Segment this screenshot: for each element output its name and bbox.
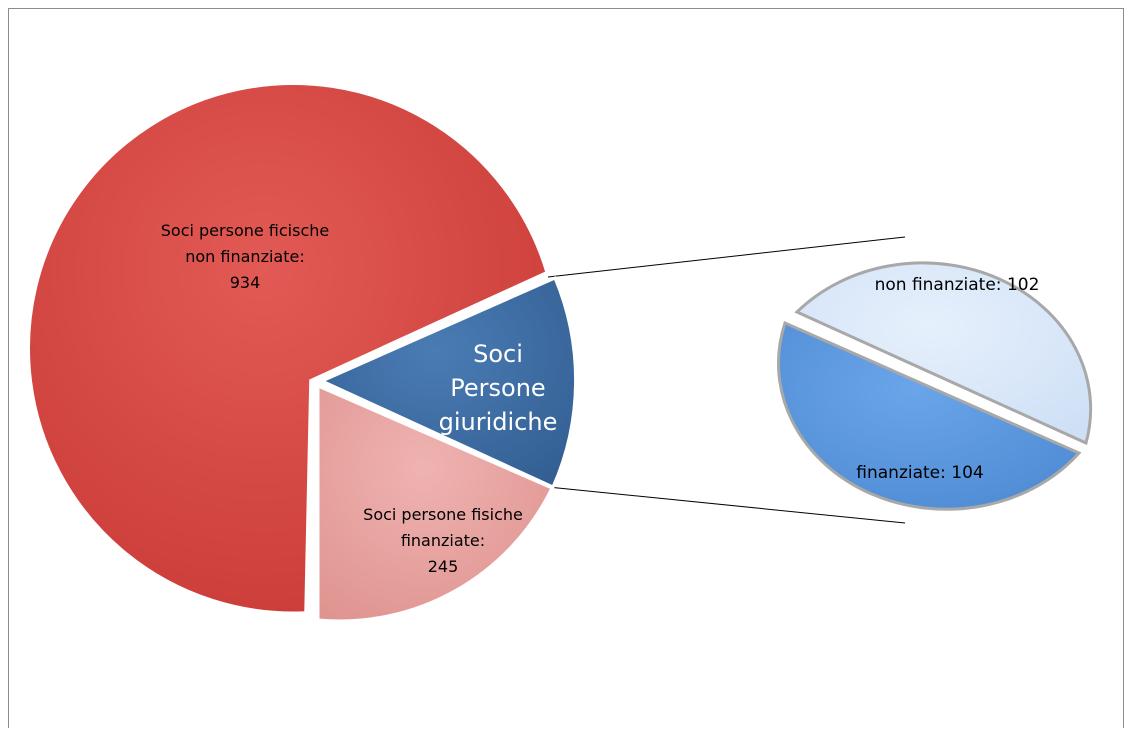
label-line: non finanziate: [185, 247, 304, 266]
label-line: 934 [230, 273, 261, 292]
pie-slice-non-finanziate-fisiche [28, 83, 547, 614]
pie-slice-persone-giuridiche [318, 276, 578, 489]
slice-label-non-finanziate-fisiche: Soci persone ficische non finanziate: 93… [161, 221, 329, 292]
pie-slice-finanziate-giuridiche [777, 320, 1082, 511]
slice-label-persone-giuridiche: Soci Persone giuridiche [439, 340, 558, 436]
slice-label-non-finanziate-giuridiche: non finanziate: 102 [875, 275, 1040, 295]
label-line: Soci persone ficische [161, 221, 329, 240]
slice-label-finanziate-giuridiche: finanziate: 104 [856, 463, 983, 483]
main-pie [28, 83, 578, 623]
connector-line-top [547, 236, 906, 278]
secondary-pie [777, 261, 1093, 511]
connector-line-bottom [547, 486, 906, 524]
pie-slice-finanziate-fisiche [316, 383, 555, 623]
label-line: Persone [450, 374, 545, 402]
label-line: giuridiche [439, 408, 558, 436]
label-line: 245 [428, 557, 459, 576]
slice-label-finanziate-fisiche: Soci persone fisiche finanziate: 245 [363, 505, 523, 576]
chart-frame [8, 8, 1124, 728]
label-line: Soci [473, 340, 523, 368]
label-line: finanziate: [401, 531, 485, 550]
label-line: Soci persone fisiche [363, 505, 523, 524]
pie-slice-non-finanziate-giuridiche [794, 261, 1093, 446]
